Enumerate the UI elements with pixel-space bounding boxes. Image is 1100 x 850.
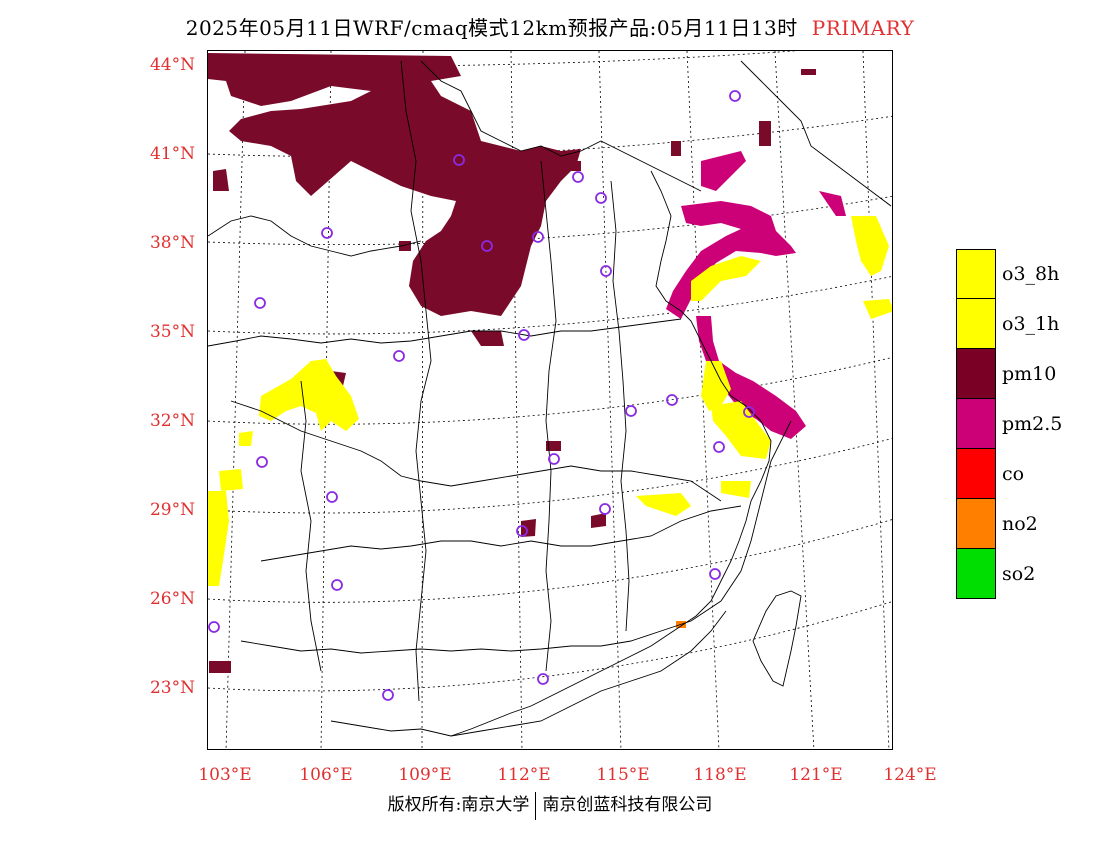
legend-label-so2: so2: [1002, 563, 1036, 585]
lon-label-115: 115°E: [596, 765, 650, 785]
lat-label-35: 35°N: [149, 322, 195, 342]
footer-separator: [535, 791, 537, 820]
latitude-gridlines: [208, 51, 892, 692]
boundaries: [208, 60, 892, 737]
lat-label-23: 23°N: [149, 678, 195, 698]
lat-label-26: 26°N: [149, 589, 195, 609]
lat-label-41: 41°N: [149, 144, 195, 164]
lon-label-106: 106°E: [299, 765, 353, 785]
copyright-right: 南京创蓝科技有限公司: [542, 795, 713, 815]
title-text: 2025年05月11日WRF/cmaq模式12km预报产品:05月11日13时: [185, 16, 798, 40]
lon-label-124: 124°E: [883, 765, 937, 785]
legend-label-pm25: pm2.5: [1002, 413, 1063, 435]
legend-swatch-so2: [956, 549, 996, 599]
station-markers: [208, 90, 755, 701]
legend-label-o3-8h: o3_8h: [1002, 263, 1060, 285]
lon-label-121: 121°E: [789, 765, 843, 785]
copyright-footer: 版权所有:南京大学 南京创蓝科技有限公司: [0, 790, 1100, 820]
lat-label-38: 38°N: [149, 233, 195, 253]
legend-swatch-pm10: [956, 349, 996, 399]
lon-label-112: 112°E: [497, 765, 551, 785]
pm25-areas: [666, 151, 846, 439]
legend-label-no2: no2: [1002, 513, 1038, 535]
o3-areas: [208, 216, 892, 586]
map-canvas: [208, 51, 892, 749]
legend-label-co: co: [1002, 463, 1025, 485]
map-title: 2025年05月11日WRF/cmaq模式12km预报产品:05月11日13时 P…: [0, 12, 1100, 41]
primary-tag: PRIMARY: [811, 16, 915, 40]
copyright-left: 版权所有:南京大学: [387, 795, 530, 815]
lat-label-29: 29°N: [149, 500, 195, 520]
legend-swatch-o3-8h: [956, 249, 996, 299]
legend-label-o3-1h: o3_1h: [1002, 313, 1060, 335]
legend-swatch-pm25: [956, 399, 996, 449]
lon-label-118: 118°E: [693, 765, 747, 785]
legend-swatch-no2: [956, 499, 996, 549]
legend-label-pm10: pm10: [1002, 363, 1057, 385]
lat-label-32: 32°N: [149, 411, 195, 431]
legend-swatch-o3-1h: [956, 299, 996, 349]
legend-swatch-co: [956, 449, 996, 499]
map-panel[interactable]: [207, 50, 893, 750]
lon-label-103: 103°E: [198, 765, 252, 785]
lon-label-109: 109°E: [398, 765, 452, 785]
lat-label-44: 44°N: [149, 55, 195, 75]
